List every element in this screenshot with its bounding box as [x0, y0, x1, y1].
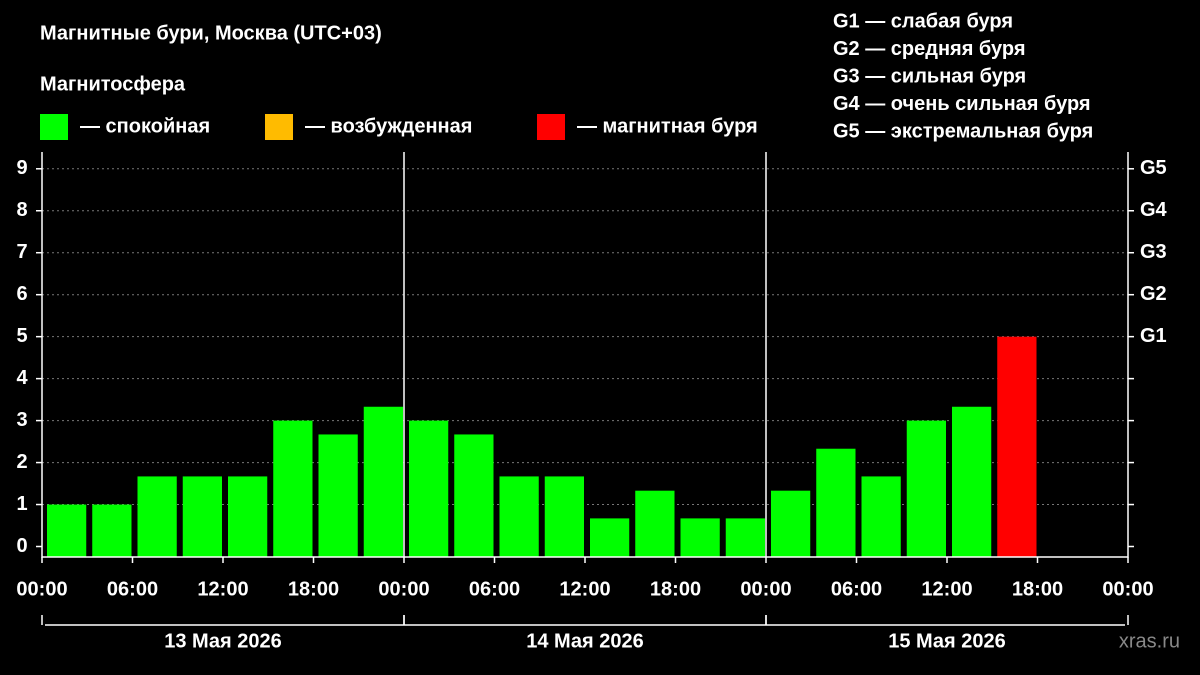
legend-label: — магнитная буря [577, 115, 758, 137]
y2-tick-label: G2 [1140, 283, 1167, 305]
x-tick-label: 18:00 [1012, 578, 1063, 600]
x-tick-label: 00:00 [16, 578, 67, 600]
legend-label: — возбужденная [305, 115, 472, 137]
bar [997, 336, 1037, 557]
day-label: 14 Мая 2026 [526, 630, 644, 652]
scale-legend-item: G4 — очень сильная буря [833, 93, 1091, 115]
day-label: 13 Мая 2026 [164, 630, 282, 652]
bar [363, 406, 403, 557]
legend-swatch [40, 114, 68, 140]
bar [635, 490, 675, 557]
axis-frame [41, 152, 1129, 558]
y-tick-label: 3 [16, 409, 27, 431]
bar [92, 504, 132, 557]
y-tick-label: 8 [16, 199, 27, 221]
day-label: 15 Мая 2026 [888, 630, 1006, 652]
bar [499, 476, 539, 557]
scale-legend-item: G1 — слабая буря [833, 10, 1013, 32]
bar [228, 476, 268, 557]
y-tick-label: 7 [16, 241, 27, 263]
y2-tick-label: G4 [1140, 199, 1168, 221]
x-tick-label: 06:00 [469, 578, 520, 600]
x-tick-label: 18:00 [650, 578, 701, 600]
y-tick-label: 6 [16, 283, 27, 305]
x-tick-label: 00:00 [740, 578, 791, 600]
x-tick-label: 12:00 [559, 578, 610, 600]
bar [137, 476, 177, 557]
watermark: xras.ru [1119, 630, 1180, 652]
y-tick-label: 2 [16, 451, 27, 473]
bar [454, 434, 494, 557]
bar [182, 476, 222, 557]
bar [952, 406, 992, 557]
y-tick-label: 9 [16, 157, 27, 179]
y-tick-label: 1 [16, 493, 27, 515]
bar [273, 420, 313, 557]
x-tick-label: 12:00 [921, 578, 972, 600]
legend-title: Магнитосфера [40, 73, 186, 95]
bar [47, 504, 87, 557]
x-tick-label: 12:00 [197, 578, 248, 600]
y-tick-label: 5 [16, 325, 27, 347]
y2-tick-label: G1 [1140, 325, 1167, 347]
bar [318, 434, 358, 557]
bar [409, 420, 449, 557]
bar [725, 518, 765, 557]
bar [680, 518, 720, 557]
legend-label: — спокойная [80, 115, 210, 137]
bar [906, 420, 946, 557]
x-tick-label: 18:00 [288, 578, 339, 600]
bar [816, 448, 856, 557]
bar [590, 518, 630, 557]
legend-swatch [265, 114, 293, 140]
bar [771, 490, 811, 557]
y2-tick-label: G3 [1140, 241, 1167, 263]
legend-swatch [537, 114, 565, 140]
y-tick-label: 0 [16, 535, 27, 557]
chart-title: Магнитные бури, Москва (UTC+03) [40, 22, 382, 44]
x-tick-label: 00:00 [378, 578, 429, 600]
scale-legend-item: G5 — экстремальная буря [833, 120, 1093, 142]
y2-tick-label: G5 [1140, 157, 1167, 179]
y-tick-label: 4 [16, 367, 28, 389]
scale-legend-item: G2 — средняя буря [833, 38, 1026, 60]
bar [861, 476, 901, 557]
x-tick-label: 00:00 [1102, 578, 1153, 600]
x-tick-label: 06:00 [107, 578, 158, 600]
bar [544, 476, 584, 557]
x-tick-label: 06:00 [831, 578, 882, 600]
scale-legend-item: G3 — сильная буря [833, 65, 1026, 87]
